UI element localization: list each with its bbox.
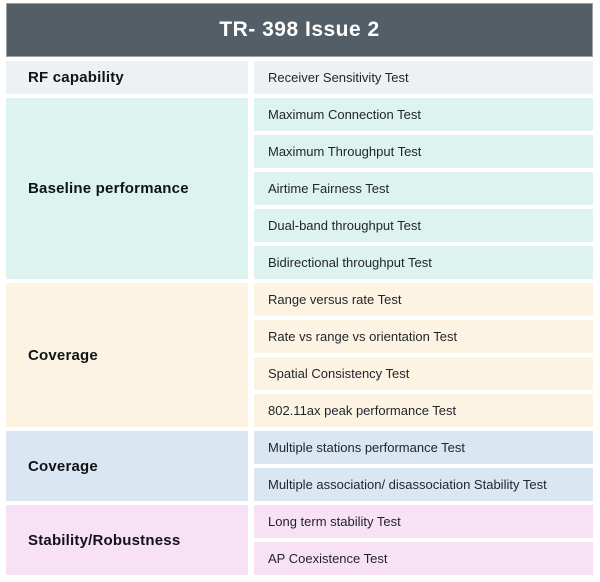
category-section: RF capability Receiver Sensitivity Test (6, 61, 593, 94)
tests-column: Long term stability Test AP Coexistence T… (254, 505, 593, 575)
category-cell: Coverage (6, 431, 248, 501)
category-section: Baseline performance Maximum Connection T… (6, 98, 593, 279)
test-row: Bidirectional throughput Test (254, 246, 593, 279)
table-title-bar: TR- 398 Issue 2 (6, 3, 593, 57)
tr398-test-table: RF capability Receiver Sensitivity Test Ba… (6, 61, 593, 575)
tests-column: Receiver Sensitivity Test (254, 61, 593, 94)
tests-column: Multiple stations performance Test Multip… (254, 431, 593, 501)
test-row: Spatial Consistency Test (254, 357, 593, 390)
tests-column: Range versus rate Test Rate vs range vs o… (254, 283, 593, 427)
test-row: Airtime Fairness Test (254, 172, 593, 205)
test-row: Maximum Connection Test (254, 98, 593, 131)
table-title: TR- 398 Issue 2 (219, 18, 380, 41)
test-row: Multiple stations performance Test (254, 431, 593, 464)
category-cell: Coverage (6, 283, 248, 427)
category-section: Coverage Multiple stations performance Te… (6, 431, 593, 501)
test-row: Receiver Sensitivity Test (254, 61, 593, 94)
category-cell: Baseline performance (6, 98, 248, 279)
test-row: Range versus rate Test (254, 283, 593, 316)
test-row: AP Coexistence Test (254, 542, 593, 575)
test-row: Rate vs range vs orientation Test (254, 320, 593, 353)
category-section: Stability/Robustness Long term stability … (6, 505, 593, 575)
test-row: Long term stability Test (254, 505, 593, 538)
test-row: Dual-band throughput Test (254, 209, 593, 242)
test-row: Multiple association/ disassociation Sta… (254, 468, 593, 501)
tests-column: Maximum Connection Test Maximum Throughpu… (254, 98, 593, 279)
category-section: Coverage Range versus rate Test Rate vs ra… (6, 283, 593, 427)
test-row: Maximum Throughput Test (254, 135, 593, 168)
test-row: 802.11ax peak performance Test (254, 394, 593, 427)
category-cell: Stability/Robustness (6, 505, 248, 575)
category-cell: RF capability (6, 61, 248, 94)
